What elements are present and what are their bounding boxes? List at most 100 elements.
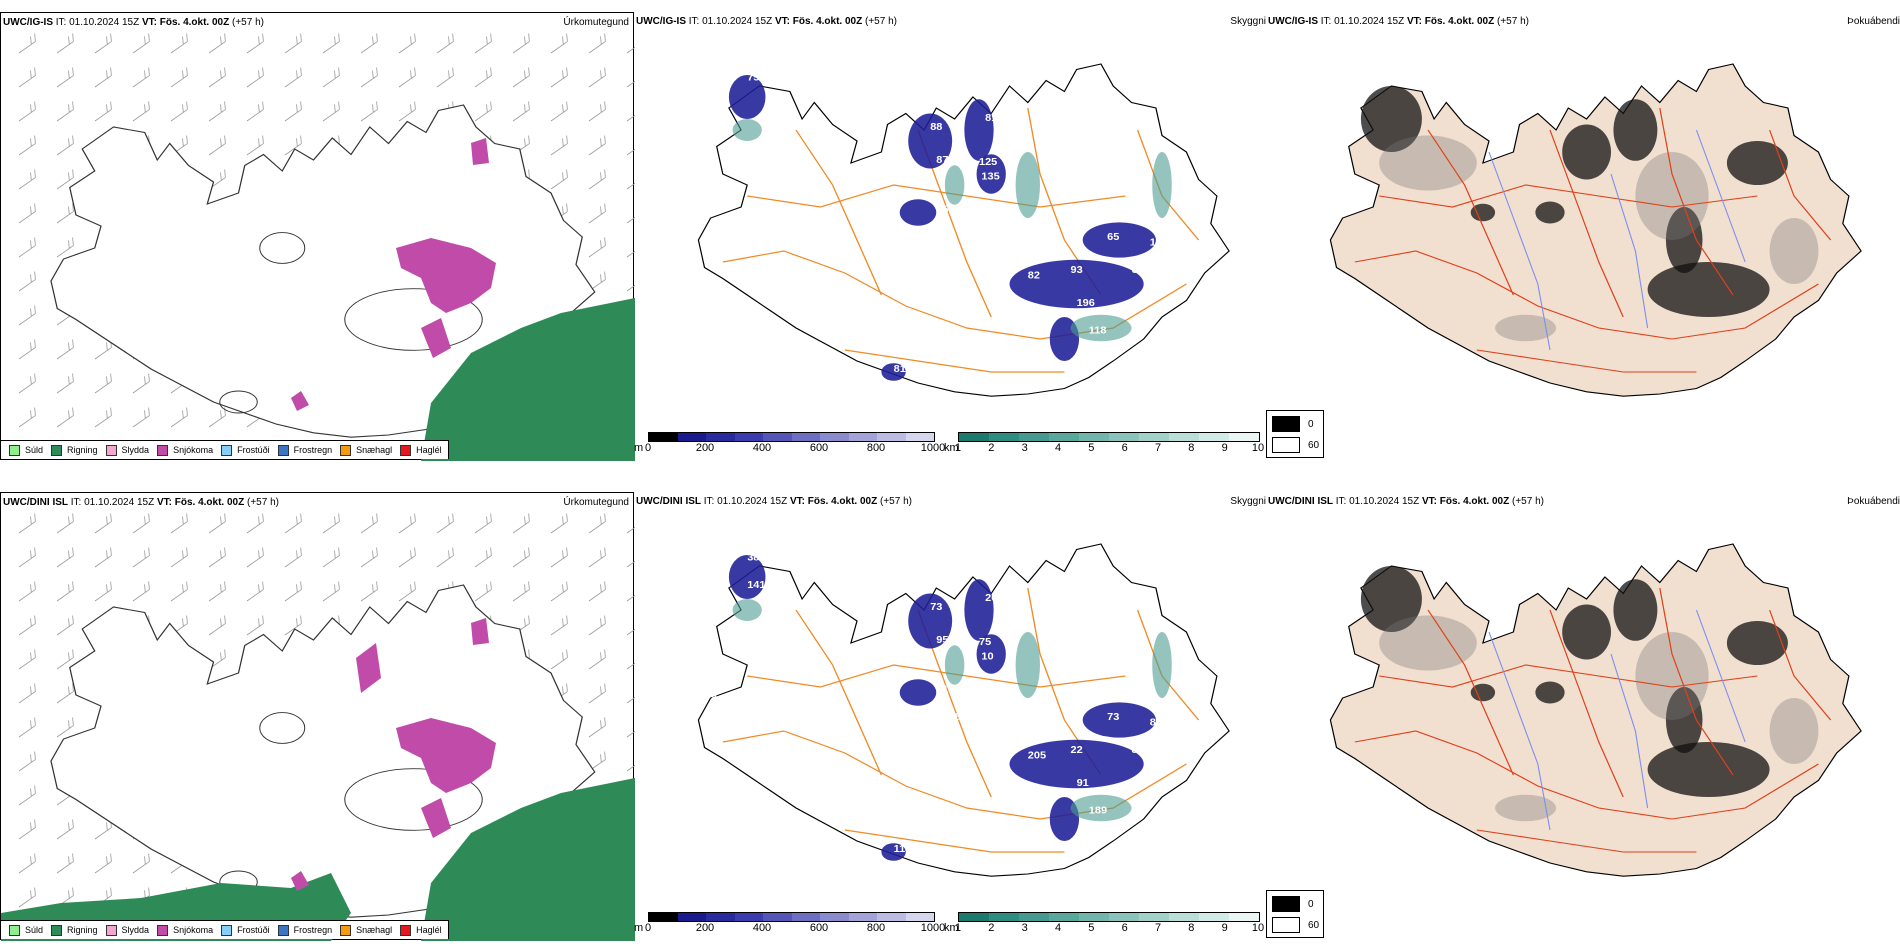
wind-barb [56, 853, 74, 874]
colorbar-tick: 5 [1088, 922, 1095, 934]
legend-item: Haglél [400, 924, 442, 936]
visibility-label: 111 [1150, 238, 1167, 248]
colorbar-tick: 2 [988, 442, 995, 454]
visibility-label: 65 [1132, 265, 1144, 275]
wind-barb [284, 101, 302, 122]
wind-barb [18, 271, 36, 292]
colorbar-tick: 6 [1121, 442, 1128, 454]
legend-label: Snæhagl [356, 445, 393, 455]
low-visibility-area [881, 843, 906, 861]
road [1427, 609, 1514, 776]
visibility-label: 135 [981, 172, 999, 182]
wind-barb [284, 615, 302, 636]
wind-barb [550, 547, 568, 568]
legend-item: Frostúði [221, 444, 270, 456]
colorbar-tick: 1000 [920, 922, 946, 934]
visibility-label: 128 [1064, 690, 1082, 700]
legend-label: Slydda [121, 445, 150, 455]
wind-barb [588, 135, 606, 156]
wind-barb [132, 373, 150, 394]
road [1659, 587, 1734, 776]
visibility-label: 88 [930, 122, 942, 132]
fog-dense-area [1647, 262, 1770, 317]
colorbar-unit: km [944, 442, 959, 454]
rain-area [421, 298, 635, 461]
cloud-legend: 0 60 [1266, 890, 1324, 938]
colorbar-gradient [958, 912, 1260, 922]
fog-visibility-area [732, 599, 762, 621]
legend-label: Frostregn [293, 445, 333, 455]
road [844, 349, 1065, 373]
legend-label: Frostregn [293, 925, 333, 935]
panel-header: UWC/IG-IS IT: 01.10.2024 15Z VT: Fös. 4.… [636, 16, 897, 27]
cloud-legend: 0 60 [1266, 410, 1324, 458]
wind-barb [132, 33, 150, 54]
wind-barb [132, 547, 150, 568]
low-visibility-area [1082, 222, 1156, 258]
snow-area [291, 871, 309, 891]
wind-barb [56, 169, 74, 190]
wind-barb [284, 513, 302, 534]
wind-barb [588, 33, 606, 54]
wind-barb [56, 67, 74, 88]
fog-dense-area [1647, 742, 1770, 797]
wind-barb [550, 513, 568, 534]
colorbar-unit: km [944, 922, 959, 934]
legend-item: Slydda [105, 444, 150, 456]
precip-type-panel: UWC/IG-IS IT: 01.10.2024 15Z VT: Fös. 4.… [0, 12, 635, 461]
wind-barb [626, 109, 635, 122]
wind-barb [550, 649, 568, 670]
wind-barb [56, 513, 74, 534]
legend-label: Frostúði [237, 925, 270, 935]
panel-header: UWC/DINI ISL IT: 01.10.2024 15Z VT: Fös.… [636, 496, 912, 507]
wind-barb [436, 67, 454, 88]
wind-barb [56, 683, 74, 704]
fog-light-area [1495, 314, 1557, 342]
colorbar-tick: 8 [1188, 442, 1195, 454]
wind-barb [322, 101, 340, 122]
wind-barb [284, 135, 302, 156]
colorbar-tick: 9 [1221, 442, 1228, 454]
river [1695, 609, 1746, 743]
legend-swatch [400, 444, 412, 456]
river [1610, 173, 1649, 329]
wind-barb [18, 237, 36, 258]
fog-map [1329, 63, 1862, 397]
panel-header: UWC/IG-IS IT: 01.10.2024 15Z VT: Fös. 4.… [1268, 16, 1529, 27]
visibility-label: 38 [747, 553, 759, 563]
colorbar-gradient [958, 432, 1260, 442]
wind-barb [588, 203, 606, 224]
road [1427, 129, 1514, 296]
wind-barb [56, 581, 74, 602]
colorbar-tick: 1 [954, 442, 962, 454]
road [1354, 250, 1819, 340]
colorbar-tick: 600 [809, 922, 829, 934]
fog-visibility-area [1015, 152, 1040, 218]
fog-dense-area [1470, 203, 1496, 222]
wind-barb [398, 513, 416, 534]
wind-barb [360, 101, 378, 122]
wind-barb [398, 33, 416, 54]
wind-barb [18, 887, 36, 908]
visibility-label: 82 [1028, 271, 1040, 281]
panel-header: UWC/DINI ISL IT: 01.10.2024 15Z VT: Fös.… [3, 497, 279, 508]
wind-barb [360, 33, 378, 54]
wind-barb [56, 547, 74, 568]
wind-barb [626, 75, 635, 88]
wind-barb [208, 135, 226, 156]
legend-swatch [221, 444, 233, 456]
wind-barb [246, 581, 264, 602]
colorbar-tick: 0 [644, 442, 652, 454]
road [1769, 129, 1832, 241]
wind-barb [208, 513, 226, 534]
low-visibility-area [728, 75, 766, 119]
wind-barb [56, 203, 74, 224]
low-visibility-area [908, 113, 953, 169]
legend-label: Súld [25, 925, 44, 935]
wind-barb [398, 581, 416, 602]
colorbar-tick: 1 [954, 922, 962, 934]
wind-barb [398, 67, 416, 88]
rain-area [421, 778, 635, 941]
visibility-label: 93 [1071, 265, 1083, 275]
road [747, 664, 1126, 688]
